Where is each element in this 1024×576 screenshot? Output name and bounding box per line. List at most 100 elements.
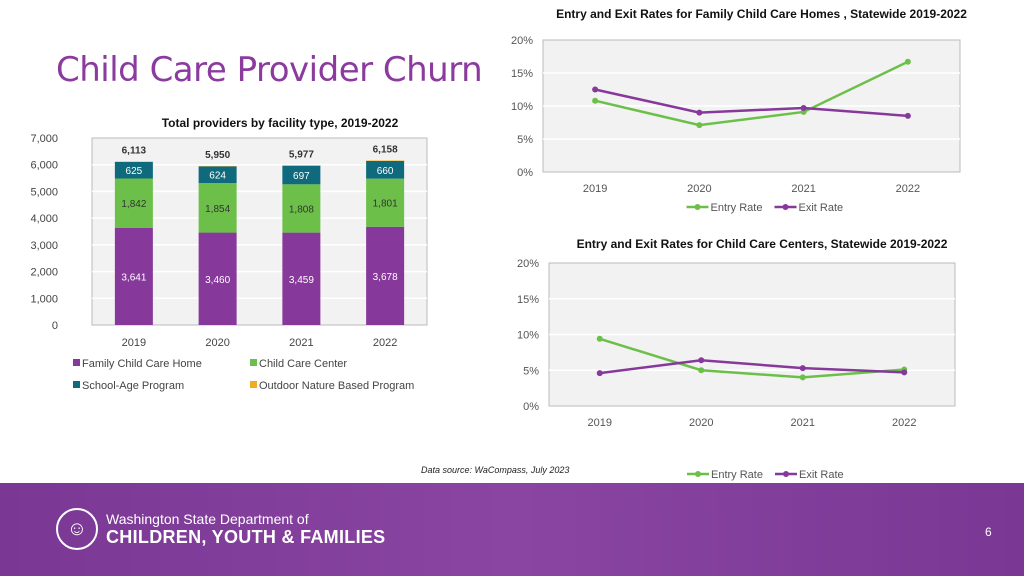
ccc-rates-line-chart: Entry and Exit Rates for Child Care Cent… [517,237,956,481]
dcyf-logo: ☺ Washington State Department of CHILDRE… [56,508,385,550]
total-label: 6,158 [373,144,398,155]
bar-segment [198,232,237,325]
y-tick-label: 3,000 [30,240,58,252]
bar-data-label: 3,460 [205,275,230,286]
x-tick-label: 2022 [373,337,397,349]
bar-segment [198,166,237,184]
logo-line1: Washington State Department of [106,510,309,527]
logo-line2: CHILDREN, YOUTH & FAMILIES [106,526,386,547]
y-tick-label: 5,000 [30,186,58,198]
legend-marker [694,204,701,210]
bar-segment [282,232,321,325]
data-source-note: Data source: WaCompass, July 2023 [421,465,570,475]
legend-label: Family Child Care Home [82,358,202,370]
bar-data-label: 1,854 [205,204,230,215]
legend-marker [695,471,701,477]
data-point [698,367,705,374]
legend-label: Entry Rate [711,469,763,481]
chart-title: Entry and Exit Rates for Family Child Ca… [556,7,967,21]
y-tick-label: 10% [517,330,539,342]
x-tick-label: 2022 [892,417,916,429]
data-point [901,369,908,376]
family-logo-icon: ☺ [56,508,98,550]
data-point [592,97,599,104]
y-tick-label: 0% [517,167,533,179]
bar-segment [282,184,321,233]
bar-data-label: 660 [377,166,394,177]
legend-label: Exit Rate [799,202,844,214]
x-tick-label: 2019 [583,183,607,195]
legend-label: Outdoor Nature Based Program [259,380,414,392]
x-tick-label: 2020 [689,417,713,429]
legend-label: Exit Rate [799,469,844,481]
bar-segment [366,226,405,325]
data-point [800,104,807,111]
x-tick-label: 2022 [896,183,920,195]
y-tick-label: 6,000 [30,160,58,172]
fcc-rates-line-chart: Entry and Exit Rates for Family Child Ca… [511,7,967,214]
series-line [594,88,908,118]
y-tick-label: 5% [523,365,539,377]
legend-label: School-Age Program [82,380,184,392]
page-number: 6 [985,525,992,539]
total-label: 5,977 [289,149,314,160]
data-point [596,370,603,377]
data-point [596,335,603,342]
series-line [599,358,905,375]
bar-segment [198,183,237,233]
y-tick-label: 20% [517,258,539,270]
chart-title: Total providers by facility type, 2019-2… [162,116,399,130]
series-line [599,337,905,379]
y-tick-label: 15% [511,68,533,80]
x-tick-label: 2021 [791,183,815,195]
y-tick-label: 10% [511,101,533,113]
bar-data-label: 697 [293,171,310,182]
legend-swatch [73,381,80,388]
data-point [904,58,911,65]
bar-data-label: 3,641 [121,272,146,283]
legend-marker [782,204,789,210]
bar-data-label: 3,459 [289,275,314,286]
data-point [698,357,705,364]
bar-segment [114,227,153,325]
page-title: Child Care Provider Churn [56,50,483,90]
bar-segment [114,178,153,228]
y-tick-label: 20% [511,35,533,47]
bar-segment [114,161,153,179]
chart-title: Entry and Exit Rates for Child Care Cent… [577,237,948,251]
data-point [799,374,806,381]
bar-segment [366,161,405,179]
x-tick-label: 2021 [791,417,815,429]
bar-data-label: 625 [126,166,143,177]
x-tick-label: 2019 [122,337,146,349]
series-line [594,60,909,127]
legend-marker [783,471,789,477]
bar-data-label: 1,842 [121,199,146,210]
x-tick-label: 2019 [588,417,612,429]
data-point [904,112,911,119]
y-tick-label: 4,000 [30,213,58,225]
total-label: 5,950 [205,150,230,161]
data-point [799,365,806,372]
y-tick-label: 7,000 [30,133,58,145]
bar-data-label: 1,808 [289,204,314,215]
bar-segment [366,178,405,227]
data-point [696,109,703,116]
x-tick-label: 2020 [687,183,711,195]
data-point [696,122,703,129]
x-tick-label: 2021 [289,337,313,349]
providers-bar-chart: Total providers by facility type, 2019-2… [30,116,428,392]
legend-label: Entry Rate [711,202,763,214]
legend-swatch [250,359,257,366]
y-tick-label: 5% [517,134,533,146]
bar-data-label: 1,801 [373,199,398,210]
y-tick-label: 0% [523,401,539,413]
legend-swatch [250,381,257,388]
bar-data-label: 624 [209,171,226,182]
bar-segment [282,165,321,185]
legend-label: Child Care Center [259,358,347,370]
total-label: 6,113 [122,146,147,157]
bar-segment [366,160,405,162]
y-tick-label: 15% [517,294,539,306]
y-tick-label: 0 [52,320,58,332]
